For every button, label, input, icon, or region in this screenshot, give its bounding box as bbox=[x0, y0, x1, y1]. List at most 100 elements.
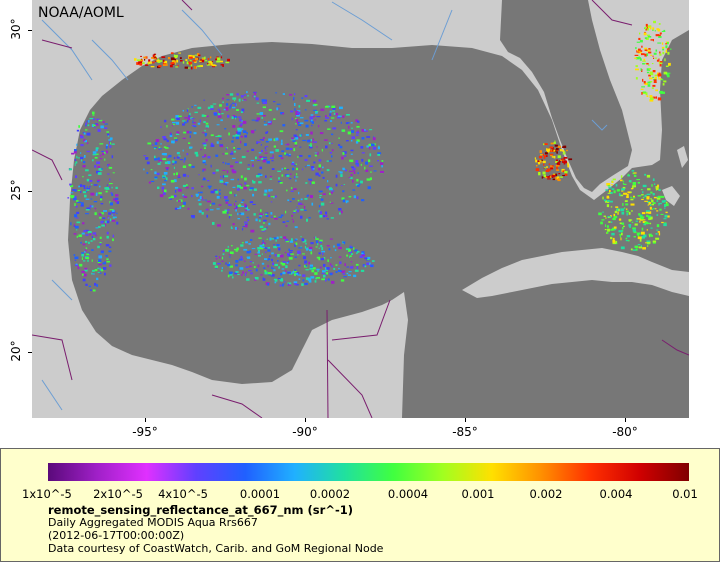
data-pixel bbox=[648, 68, 652, 70]
data-pixel bbox=[355, 183, 359, 186]
data-pixel bbox=[252, 163, 254, 166]
data-pixel bbox=[75, 263, 78, 265]
data-pixel bbox=[293, 98, 295, 101]
data-pixel bbox=[239, 267, 244, 270]
data-pixel bbox=[635, 47, 637, 50]
data-pixel bbox=[99, 242, 102, 244]
data-pixel bbox=[205, 139, 208, 142]
data-pixel bbox=[191, 195, 193, 198]
data-pixel bbox=[103, 151, 106, 155]
data-pixel bbox=[550, 154, 553, 157]
data-pixel bbox=[241, 199, 245, 201]
data-pixel bbox=[560, 159, 564, 161]
data-pixel bbox=[284, 167, 287, 169]
data-pixel bbox=[648, 217, 652, 220]
data-pixel bbox=[210, 105, 214, 109]
data-pixel bbox=[258, 254, 261, 257]
data-pixel bbox=[210, 164, 212, 168]
data-pixel bbox=[211, 64, 216, 66]
data-pixel bbox=[334, 112, 339, 116]
data-pixel bbox=[557, 145, 561, 148]
data-pixel bbox=[109, 141, 111, 145]
data-pixel bbox=[236, 93, 239, 96]
data-pixel bbox=[664, 207, 666, 209]
data-pixel bbox=[552, 150, 554, 152]
data-pixel bbox=[222, 97, 225, 100]
data-pixel bbox=[104, 123, 108, 125]
data-pixel bbox=[623, 225, 625, 227]
data-pixel bbox=[215, 154, 219, 157]
data-pixel bbox=[649, 81, 653, 83]
data-pixel bbox=[81, 253, 84, 257]
data-pixel bbox=[327, 278, 330, 281]
data-pixel bbox=[542, 171, 546, 175]
data-pixel bbox=[283, 281, 286, 283]
data-pixel bbox=[224, 175, 229, 178]
data-pixel bbox=[260, 274, 263, 276]
data-pixel bbox=[158, 159, 163, 162]
data-pixel bbox=[256, 117, 260, 121]
data-pixel bbox=[653, 20, 656, 24]
data-pixel bbox=[92, 154, 97, 156]
data-pixel bbox=[81, 252, 84, 254]
data-pixel bbox=[298, 264, 301, 267]
data-pixel bbox=[240, 123, 243, 126]
data-pixel bbox=[74, 163, 76, 166]
data-pixel bbox=[197, 122, 201, 125]
data-pixel bbox=[635, 248, 638, 251]
data-pixel bbox=[244, 221, 248, 223]
data-pixel bbox=[263, 246, 265, 249]
data-pixel bbox=[302, 253, 305, 255]
data-pixel bbox=[182, 61, 185, 64]
data-pixel bbox=[642, 60, 646, 62]
data-pixel bbox=[665, 211, 668, 214]
data-pixel bbox=[661, 42, 664, 45]
data-pixel bbox=[605, 217, 607, 219]
data-pixel bbox=[303, 205, 306, 209]
data-pixel bbox=[178, 115, 182, 117]
data-pixel bbox=[240, 255, 243, 259]
data-pixel bbox=[318, 159, 322, 162]
data-pixel bbox=[204, 60, 208, 62]
map-panel[interactable] bbox=[32, 0, 689, 418]
data-pixel bbox=[232, 136, 234, 139]
data-pixel bbox=[315, 172, 319, 176]
data-pixel bbox=[82, 222, 85, 225]
data-pixel bbox=[652, 193, 655, 196]
data-pixel bbox=[310, 251, 313, 255]
data-pixel bbox=[225, 108, 229, 111]
data-pixel bbox=[308, 280, 312, 283]
data-pixel bbox=[552, 178, 556, 181]
data-pixel bbox=[219, 181, 224, 183]
data-pixel bbox=[298, 135, 301, 139]
data-pixel bbox=[633, 174, 637, 177]
data-pixel bbox=[80, 144, 84, 147]
data-pixel bbox=[641, 45, 643, 48]
data-pixel bbox=[654, 208, 657, 210]
data-pixel bbox=[298, 105, 301, 108]
data-pixel bbox=[622, 227, 624, 230]
data-pixel bbox=[259, 139, 264, 141]
data-pixel bbox=[658, 202, 662, 205]
data-pixel bbox=[561, 168, 565, 171]
data-pixel bbox=[637, 195, 642, 197]
data-pixel bbox=[270, 274, 275, 277]
data-pixel bbox=[198, 174, 200, 176]
data-pixel bbox=[305, 124, 309, 128]
data-pixel bbox=[319, 132, 324, 135]
data-pixel bbox=[646, 174, 651, 178]
data-pixel bbox=[630, 188, 634, 190]
data-pixel bbox=[240, 175, 243, 179]
data-pixel bbox=[209, 204, 212, 206]
data-pixel bbox=[109, 137, 113, 140]
colorbar-tick-label: 0.0004 bbox=[387, 487, 429, 501]
data-pixel bbox=[203, 121, 206, 123]
data-pixel bbox=[649, 222, 652, 225]
data-pixel bbox=[337, 116, 341, 119]
data-pixel bbox=[367, 186, 371, 190]
data-pixel bbox=[281, 167, 283, 171]
data-pixel bbox=[350, 153, 353, 155]
data-pixel bbox=[666, 42, 669, 45]
data-pixel bbox=[245, 271, 247, 274]
data-pixel bbox=[314, 99, 316, 103]
